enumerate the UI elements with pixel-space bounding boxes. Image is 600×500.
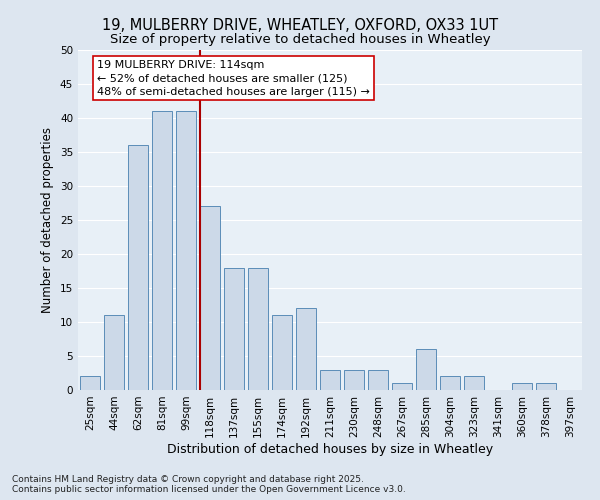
Bar bbox=[536, 383, 556, 390]
Bar bbox=[128, 145, 148, 390]
Bar bbox=[152, 111, 172, 390]
Text: Contains HM Land Registry data © Crown copyright and database right 2025.
Contai: Contains HM Land Registry data © Crown c… bbox=[12, 474, 406, 494]
Bar bbox=[176, 111, 196, 390]
Bar bbox=[80, 376, 100, 390]
Bar bbox=[464, 376, 484, 390]
Bar bbox=[440, 376, 460, 390]
Text: 19 MULBERRY DRIVE: 114sqm
← 52% of detached houses are smaller (125)
48% of semi: 19 MULBERRY DRIVE: 114sqm ← 52% of detac… bbox=[97, 60, 370, 96]
Bar bbox=[320, 370, 340, 390]
X-axis label: Distribution of detached houses by size in Wheatley: Distribution of detached houses by size … bbox=[167, 442, 493, 456]
Bar bbox=[512, 383, 532, 390]
Bar bbox=[344, 370, 364, 390]
Bar bbox=[368, 370, 388, 390]
Text: 19, MULBERRY DRIVE, WHEATLEY, OXFORD, OX33 1UT: 19, MULBERRY DRIVE, WHEATLEY, OXFORD, OX… bbox=[102, 18, 498, 32]
Bar bbox=[272, 315, 292, 390]
Y-axis label: Number of detached properties: Number of detached properties bbox=[41, 127, 55, 313]
Bar bbox=[392, 383, 412, 390]
Text: Size of property relative to detached houses in Wheatley: Size of property relative to detached ho… bbox=[110, 32, 490, 46]
Bar bbox=[104, 315, 124, 390]
Bar bbox=[416, 349, 436, 390]
Bar bbox=[224, 268, 244, 390]
Bar bbox=[200, 206, 220, 390]
Bar bbox=[248, 268, 268, 390]
Bar bbox=[296, 308, 316, 390]
